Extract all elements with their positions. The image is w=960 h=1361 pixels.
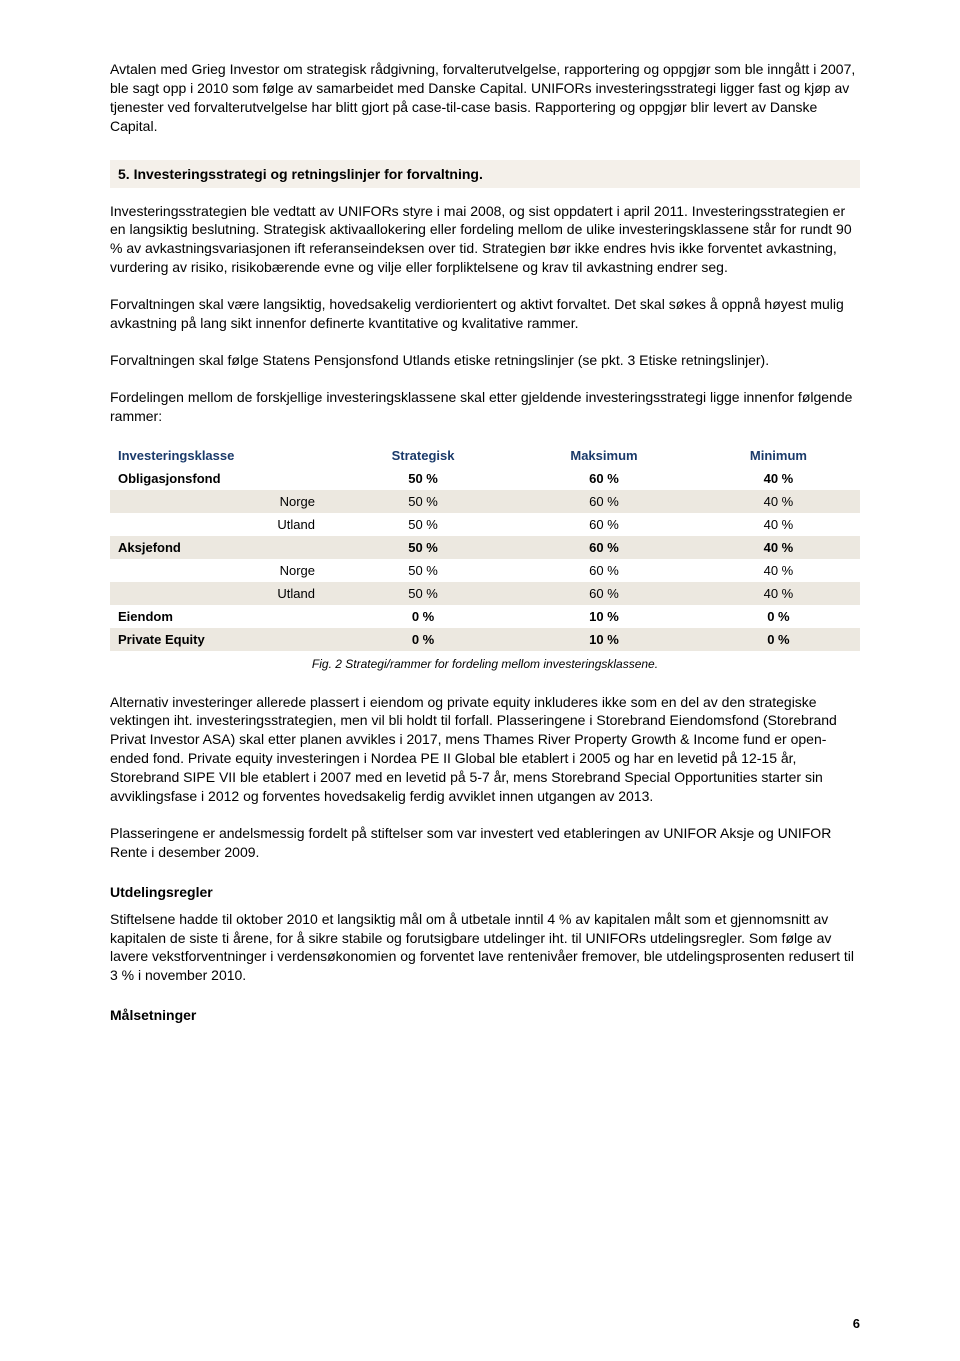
table-row: Norge50 %60 %40 %	[110, 559, 860, 582]
subheader-malsetninger: Målsetninger	[110, 1007, 860, 1023]
cell-value: 50 %	[335, 513, 511, 536]
cell-value: 40 %	[697, 490, 860, 513]
table-row: Private Equity0 %10 %0 %	[110, 628, 860, 651]
cell-value: 60 %	[511, 467, 697, 490]
row-label: Obligasjonsfond	[110, 467, 335, 490]
table-row: Obligasjonsfond50 %60 %40 %	[110, 467, 860, 490]
cell-value: 10 %	[511, 628, 697, 651]
cell-value: 60 %	[511, 559, 697, 582]
page-number: 6	[853, 1316, 860, 1331]
col-header: Investeringsklasse	[110, 444, 335, 467]
row-label: Norge	[110, 490, 335, 513]
paragraph: Fordelingen mellom de forskjellige inves…	[110, 388, 860, 426]
paragraph: Forvaltningen skal være langsiktig, hove…	[110, 295, 860, 333]
cell-value: 50 %	[335, 467, 511, 490]
table-row: Eiendom0 %10 %0 %	[110, 605, 860, 628]
cell-value: 50 %	[335, 536, 511, 559]
cell-value: 40 %	[697, 467, 860, 490]
subheader-utdelingsregler: Utdelingsregler	[110, 884, 860, 900]
paragraph: Avtalen med Grieg Investor om strategisk…	[110, 60, 860, 136]
row-label: Eiendom	[110, 605, 335, 628]
cell-value: 40 %	[697, 582, 860, 605]
row-label: Utland	[110, 582, 335, 605]
table-row: Norge50 %60 %40 %	[110, 490, 860, 513]
cell-value: 60 %	[511, 513, 697, 536]
row-label: Utland	[110, 513, 335, 536]
paragraph: Stiftelsene hadde til oktober 2010 et la…	[110, 910, 860, 986]
col-header: Maksimum	[511, 444, 697, 467]
cell-value: 60 %	[511, 490, 697, 513]
row-label: Norge	[110, 559, 335, 582]
paragraph: Alternativ investeringer allerede plasse…	[110, 693, 860, 806]
cell-value: 10 %	[511, 605, 697, 628]
cell-value: 40 %	[697, 536, 860, 559]
row-label: Aksjefond	[110, 536, 335, 559]
allocation-table: Investeringsklasse Strategisk Maksimum M…	[110, 444, 860, 651]
paragraph: Plasseringene er andelsmessig fordelt på…	[110, 824, 860, 862]
col-header: Minimum	[697, 444, 860, 467]
table-header-row: Investeringsklasse Strategisk Maksimum M…	[110, 444, 860, 467]
table-row: Aksjefond50 %60 %40 %	[110, 536, 860, 559]
figure-caption: Fig. 2 Strategi/rammer for fordeling mel…	[110, 657, 860, 671]
paragraph: Forvaltningen skal følge Statens Pensjon…	[110, 351, 860, 370]
cell-value: 40 %	[697, 513, 860, 536]
cell-value: 50 %	[335, 559, 511, 582]
cell-value: 40 %	[697, 559, 860, 582]
cell-value: 60 %	[511, 582, 697, 605]
row-label: Private Equity	[110, 628, 335, 651]
cell-value: 0 %	[335, 605, 511, 628]
section-5-header: 5. Investeringsstrategi og retningslinje…	[110, 160, 860, 188]
cell-value: 0 %	[335, 628, 511, 651]
cell-value: 50 %	[335, 582, 511, 605]
table-row: Utland50 %60 %40 %	[110, 513, 860, 536]
cell-value: 60 %	[511, 536, 697, 559]
table-row: Utland50 %60 %40 %	[110, 582, 860, 605]
cell-value: 0 %	[697, 605, 860, 628]
document-page: Avtalen med Grieg Investor om strategisk…	[0, 0, 960, 1361]
paragraph: Investeringsstrategien ble vedtatt av UN…	[110, 202, 860, 278]
cell-value: 0 %	[697, 628, 860, 651]
col-header: Strategisk	[335, 444, 511, 467]
cell-value: 50 %	[335, 490, 511, 513]
